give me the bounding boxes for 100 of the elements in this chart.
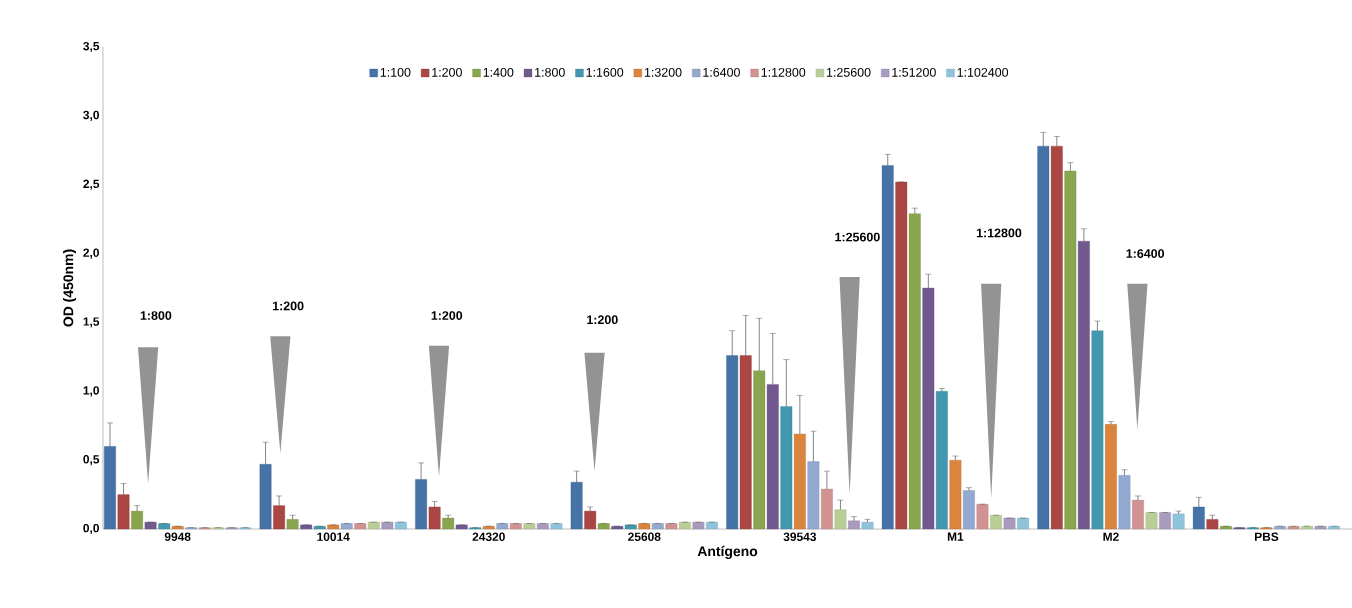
y-tick-label: 3,0 <box>83 110 99 121</box>
bar <box>624 524 637 530</box>
bar <box>537 523 549 530</box>
x-tick-label: 39543 <box>783 532 817 542</box>
bar <box>1118 475 1131 530</box>
legend-label: 1:100 <box>380 67 411 77</box>
legend-label: 1:400 <box>483 67 514 77</box>
y-tick-label: 2,0 <box>83 248 99 259</box>
legend-label: 1:25600 <box>826 67 871 77</box>
bar <box>651 523 664 530</box>
x-tick-label: 9948 <box>164 532 191 541</box>
bar <box>259 464 272 530</box>
annotation: 1:200 <box>431 311 463 320</box>
bar <box>1003 517 1016 530</box>
bar <box>739 355 752 530</box>
bar <box>327 524 340 530</box>
bar <box>1017 517 1029 530</box>
bar <box>367 521 380 530</box>
bar <box>1132 499 1144 530</box>
y-tick-label: 1,5 <box>83 317 100 328</box>
y-tick-label: 1,0 <box>83 386 99 397</box>
bar <box>753 370 766 530</box>
bar <box>381 521 394 530</box>
y-tick-label: 0,0 <box>83 523 99 535</box>
bar <box>509 523 522 530</box>
bar <box>895 181 908 530</box>
bar <box>726 355 739 530</box>
bar <box>1159 512 1171 530</box>
x-tick-label: M1 <box>947 532 964 541</box>
bar <box>1105 424 1117 530</box>
bar <box>935 391 948 530</box>
bar <box>1037 146 1050 530</box>
y-axis-title: OD (450nm) <box>63 249 77 327</box>
x-tick-label: 25608 <box>628 532 661 541</box>
bar <box>415 479 427 530</box>
annotation: 1:12800 <box>976 228 1022 238</box>
annotation: 1:6400 <box>1126 249 1165 258</box>
x-tick-label: PBS <box>1255 532 1279 541</box>
annotation: 1:25600 <box>835 232 880 242</box>
bar <box>131 510 143 530</box>
bar <box>949 459 962 530</box>
bar <box>780 406 793 530</box>
bar <box>158 523 171 530</box>
legend-label: 1:51200 <box>892 67 936 77</box>
legend-label: 1:12800 <box>761 67 806 77</box>
bar <box>766 384 779 530</box>
bar <box>1206 519 1219 530</box>
bar <box>1064 170 1077 530</box>
bar <box>1192 506 1205 530</box>
bar <box>104 446 116 530</box>
bar <box>821 488 833 530</box>
bar <box>144 521 157 530</box>
bar <box>963 490 975 530</box>
bar <box>638 523 651 530</box>
legend-label: 1:102400 <box>957 67 1009 77</box>
x-axis-title: Antígeno <box>697 545 758 560</box>
bar <box>665 523 678 530</box>
legend-label: 1:1600 <box>586 67 624 77</box>
bar <box>990 515 1002 530</box>
bar <box>834 509 847 530</box>
y-tick-label: 0,5 <box>83 455 100 466</box>
bar <box>807 461 820 530</box>
bar <box>1145 512 1158 530</box>
bar <box>679 521 691 530</box>
bar <box>286 519 299 530</box>
bar <box>550 523 563 530</box>
annotation: 1:800 <box>140 311 172 320</box>
bar <box>394 521 407 530</box>
bar <box>300 524 313 530</box>
bar <box>1050 146 1063 530</box>
legend-label: 1:200 <box>432 67 462 77</box>
bar <box>1077 241 1090 530</box>
legend-label: 1:800 <box>535 67 565 77</box>
bar <box>523 523 536 530</box>
bar <box>706 521 718 530</box>
y-tick-label: 2,5 <box>83 179 100 190</box>
legend-label: 1:6400 <box>703 67 740 77</box>
annotation: 1:200 <box>587 315 618 325</box>
y-tick-label: 3,5 <box>83 41 100 53</box>
bar <box>848 520 860 530</box>
bar <box>354 523 367 530</box>
bar <box>793 433 806 530</box>
bar <box>692 521 705 530</box>
legend-label: 1:3200 <box>644 67 682 77</box>
bar <box>117 494 130 530</box>
bar <box>861 521 874 530</box>
annotation: 1:200 <box>272 301 304 311</box>
bar <box>976 504 989 530</box>
bar <box>597 523 610 530</box>
x-tick-label: M2 <box>1103 532 1119 541</box>
bar <box>442 517 455 530</box>
bar <box>922 287 935 530</box>
bar <box>908 213 921 530</box>
bar <box>584 510 597 530</box>
bar <box>340 523 353 530</box>
bar <box>881 165 894 530</box>
bar <box>455 524 468 530</box>
bar <box>1172 513 1185 530</box>
bar <box>496 523 509 530</box>
bar <box>570 482 583 530</box>
